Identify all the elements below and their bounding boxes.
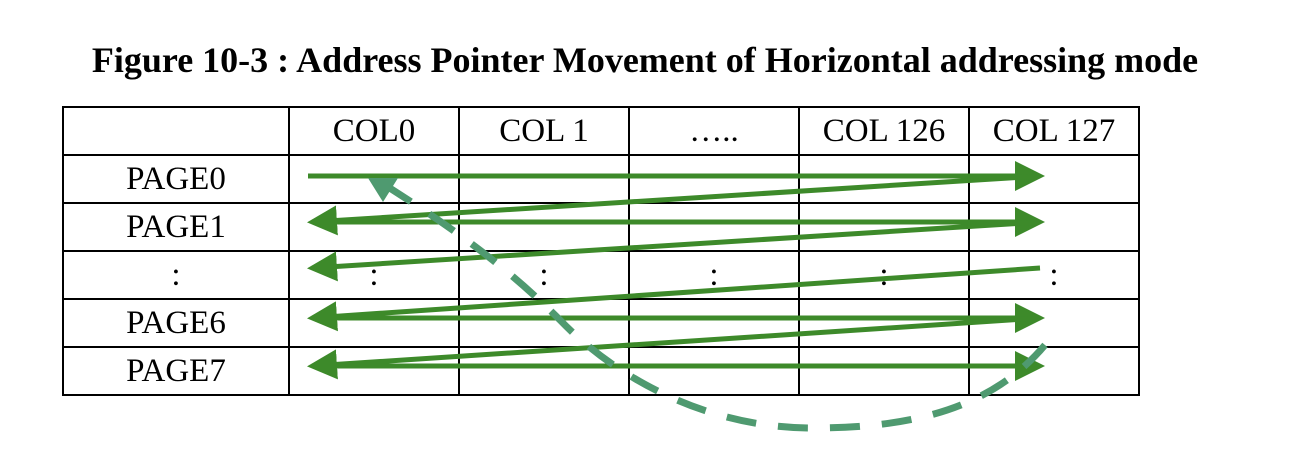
table-cell-ellipsis: :: [458, 250, 630, 300]
figure-title: Figure 10-3 : Address Pointer Movement o…: [91, 40, 1199, 80]
row-label-page7: PAGE7: [62, 346, 290, 396]
table-cell: [968, 346, 1140, 396]
table-cell: [968, 154, 1140, 204]
table-cell: [288, 298, 460, 348]
table-row: PAGE6: [62, 298, 1140, 348]
table-row: PAGE1: [62, 202, 1140, 252]
table-cell: [288, 202, 460, 252]
table-cell: [798, 346, 970, 396]
header-col126: COL 126: [798, 106, 970, 156]
header-col0: COL0: [288, 106, 460, 156]
table-cell: [288, 154, 460, 204]
table-cell: [798, 298, 970, 348]
table-cell: [458, 202, 630, 252]
table-cell-ellipsis: :: [798, 250, 970, 300]
table-cell: [458, 154, 630, 204]
table-cell-ellipsis: :: [968, 250, 1140, 300]
table-cell: [628, 154, 800, 204]
header-row: COL0 COL 1 ….. COL 126 COL 127: [62, 106, 1140, 156]
row-label-ellipsis: :: [62, 250, 290, 300]
table-cell: [458, 298, 630, 348]
row-label-page6: PAGE6: [62, 298, 290, 348]
table-row: PAGE7: [62, 346, 1140, 396]
table-cell: [968, 202, 1140, 252]
table-cell: [288, 346, 460, 396]
row-label-page1: PAGE1: [62, 202, 290, 252]
header-col-ellipsis: …..: [628, 106, 800, 156]
header-corner-cell: [62, 106, 290, 156]
table-row: : : : : : :: [62, 250, 1140, 300]
header-col1: COL 1: [458, 106, 630, 156]
table-cell-ellipsis: :: [288, 250, 460, 300]
table-cell: [458, 346, 630, 396]
header-col127: COL 127: [968, 106, 1140, 156]
table-cell: [628, 202, 800, 252]
table-cell: [798, 202, 970, 252]
row-label-page0: PAGE0: [62, 154, 290, 204]
table-cell: [798, 154, 970, 204]
table-row: PAGE0: [62, 154, 1140, 204]
table-cell: [628, 346, 800, 396]
table-cell-ellipsis: :: [628, 250, 800, 300]
table-cell: [628, 298, 800, 348]
table-cell: [968, 298, 1140, 348]
address-table: COL0 COL 1 ….. COL 126 COL 127 PAGE0 PAG…: [62, 106, 1140, 396]
